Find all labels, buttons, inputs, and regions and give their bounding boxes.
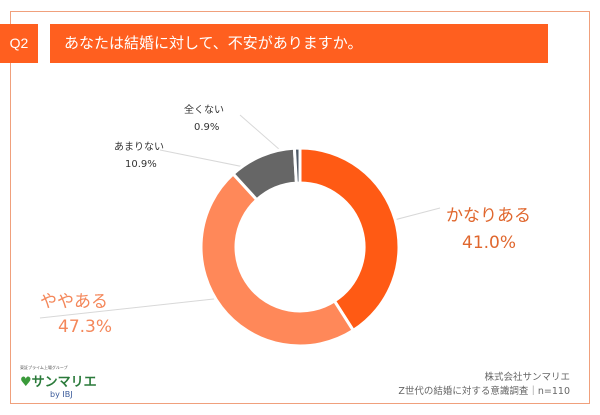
label-value-2: 10.9%: [125, 159, 157, 170]
label-category-1: ややある: [40, 292, 108, 312]
slice-0: [298, 146, 401, 333]
question-number: Q2: [0, 24, 38, 63]
sanmarie-logo: 東証プライム上場グループ ♥サンマリエ by IBJ: [20, 365, 97, 399]
company-name: 株式会社サンマリエ: [484, 372, 570, 383]
label-category-2: あまりない: [114, 142, 164, 153]
logo-by: by IBJ: [50, 390, 73, 399]
slice-1: [199, 171, 356, 348]
label-value-1: 47.3%: [58, 317, 113, 337]
footer-source: 株式会社サンマリエ Z世代の結婚に対する意識調査｜n=110: [398, 371, 570, 399]
leader-line-1: [39, 296, 236, 319]
survey-info: Z世代の結婚に対する意識調査｜n=110: [398, 386, 570, 397]
label-category-3: 全くない: [184, 105, 224, 116]
donut-slices: [199, 146, 401, 348]
logo-tag: 東証プライム上場グループ: [20, 365, 68, 370]
label-value-0: 41.0%: [462, 233, 517, 253]
logo-brand: ♥サンマリエ: [20, 375, 97, 390]
question-title: あなたは結婚に対して、不安がありますか。: [50, 24, 548, 63]
leaf-icon: ♥: [20, 375, 32, 390]
label-category-0: かなりある: [446, 206, 531, 226]
label-value-3: 0.9%: [194, 122, 220, 133]
slice-3: [292, 146, 302, 185]
chart-frame: [10, 11, 590, 404]
